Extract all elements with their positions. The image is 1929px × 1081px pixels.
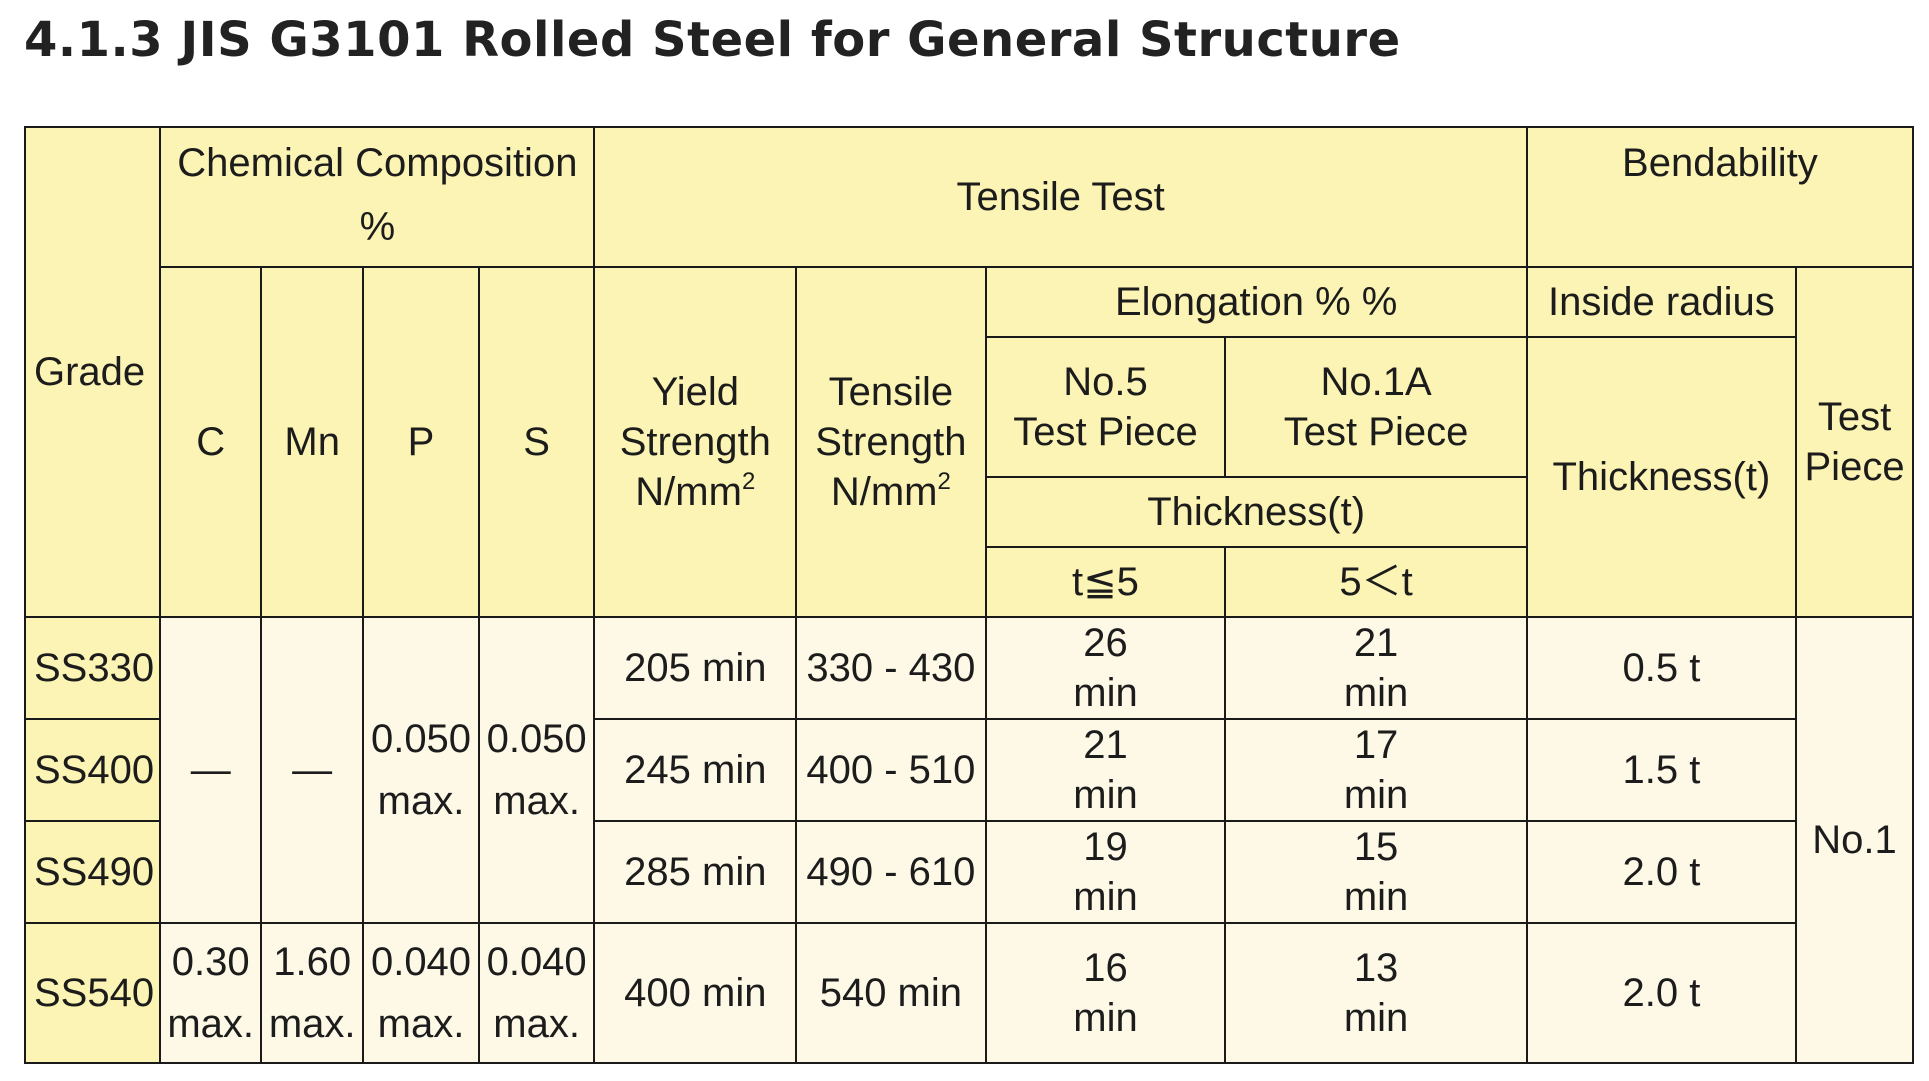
c-header: C xyxy=(159,266,263,618)
inside-radius-cell: 2.0 t xyxy=(1525,820,1798,924)
c-cell: 0.30 max. xyxy=(159,922,263,1064)
tensile-cell: 490 - 610 xyxy=(795,820,987,924)
chemical-composition-header: Chemical Composition % xyxy=(159,126,596,268)
no5-test-piece-header: No.5 Test Piece xyxy=(984,336,1227,478)
bendability-header: Bendability xyxy=(1525,126,1915,268)
inside-radius-cell: 0.5 t xyxy=(1525,616,1798,720)
elongation-no1a-cell: 21 min xyxy=(1224,616,1528,720)
thickness-header: Thickness(t) xyxy=(984,476,1528,548)
yield-cell: 245 min xyxy=(593,718,798,822)
mn-cell: — xyxy=(260,616,365,924)
chemical-composition-unit: % xyxy=(359,205,396,249)
elongation-no5-cell: 21 min xyxy=(984,718,1227,822)
elongation-no5-cell: 16 min xyxy=(984,922,1227,1064)
t-gt-5-header: 5＜t xyxy=(1224,546,1528,618)
table-row: SS540 0.30 max. 1.60 max. 0.040 max. 0.0… xyxy=(23,922,1913,1064)
yield-cell: 205 min xyxy=(593,616,798,720)
elongation-no5-cell: 19 min xyxy=(984,820,1227,924)
elongation-no5-cell: 26 min xyxy=(984,616,1227,720)
elongation-no1a-cell: 13 min xyxy=(1224,922,1528,1064)
p-cell: 0.040 max. xyxy=(362,922,480,1064)
inside-radius-cell: 2.0 t xyxy=(1525,922,1798,1064)
c-cell: — xyxy=(159,616,263,924)
s-cell: 0.050 max. xyxy=(477,616,596,924)
p-cell: 0.050 max. xyxy=(362,616,480,924)
elongation-no1a-cell: 15 min xyxy=(1224,820,1528,924)
s-cell: 0.040 max. xyxy=(477,922,596,1064)
grade-cell: SS330 xyxy=(23,616,162,720)
grade-cell: SS540 xyxy=(23,922,162,1064)
grade-cell: SS400 xyxy=(23,718,162,822)
mn-header: Mn xyxy=(260,266,365,618)
test-piece-header: Test Piece xyxy=(1795,266,1914,618)
yield-cell: 400 min xyxy=(593,922,798,1064)
tensile-strength-header: Tensile Strength N/mm2 xyxy=(795,266,987,618)
s-header: S xyxy=(477,266,596,618)
inside-radius-cell: 1.5 t xyxy=(1525,718,1798,822)
page-title: 4.1.3 JIS G3101 Rolled Steel for General… xyxy=(24,12,1401,68)
t-le-5-header: t≦5 xyxy=(984,546,1227,618)
grade-cell: SS490 xyxy=(23,820,162,924)
test-piece-cell: No.1 xyxy=(1795,616,1914,1064)
chemical-composition-label: Chemical Composition xyxy=(177,141,578,185)
steel-spec-table: Grade Chemical Composition % Tensile Tes… xyxy=(23,126,1915,1064)
tensile-cell: 540 min xyxy=(795,922,987,1064)
table-row: SS490 285 min 490 - 610 19 min 15 min 2.… xyxy=(23,820,1913,924)
no1a-test-piece-header: No.1A Test Piece xyxy=(1224,336,1528,478)
tensile-cell: 400 - 510 xyxy=(795,718,987,822)
yield-strength-header: Yield Strength N/mm2 xyxy=(593,266,798,618)
elongation-no1a-cell: 17 min xyxy=(1224,718,1528,822)
tensile-test-header: Tensile Test xyxy=(593,126,1528,268)
table-row: SS330 — — 0.050 max. 0.050 max. 205 min … xyxy=(23,616,1914,1064)
bend-thickness-header: Thickness(t) xyxy=(1525,336,1798,618)
p-header: P xyxy=(362,266,480,618)
elongation-header: Elongation % % xyxy=(984,266,1528,338)
grade-header: Grade xyxy=(23,126,162,618)
inside-radius-header: Inside radius xyxy=(1525,266,1798,338)
tensile-cell: 330 - 430 xyxy=(795,616,987,720)
table-row: SS400 245 min 400 - 510 21 min 17 min 1.… xyxy=(23,718,1913,822)
mn-cell: 1.60 max. xyxy=(260,922,365,1064)
yield-cell: 285 min xyxy=(593,820,798,924)
